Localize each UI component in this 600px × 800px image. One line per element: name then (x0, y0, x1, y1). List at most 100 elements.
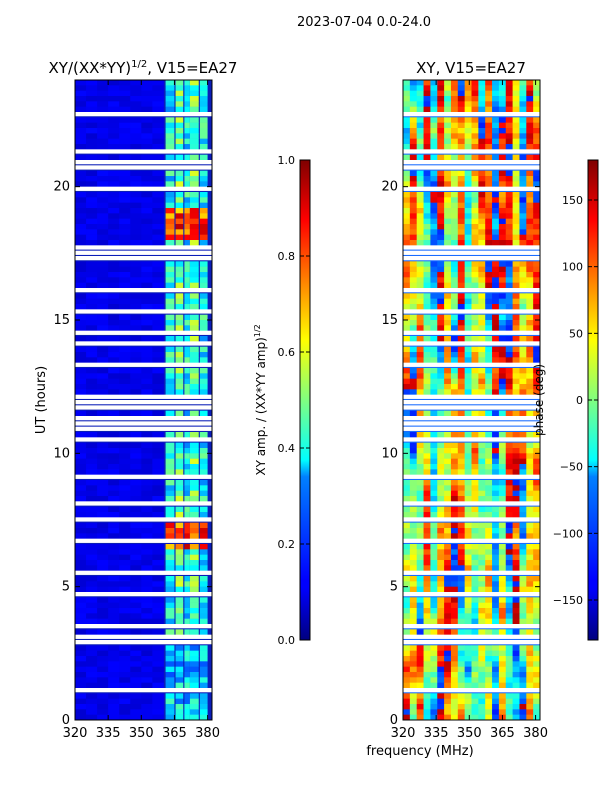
heat-cell (184, 554, 190, 561)
heat-cell (409, 90, 418, 97)
heat-cell (423, 133, 431, 139)
heat-cell (505, 138, 513, 145)
heat-cell (505, 581, 513, 587)
heat-cell (457, 613, 466, 619)
heat-cell (423, 181, 431, 187)
heat-cell (403, 597, 411, 603)
heat-cell (485, 496, 493, 502)
heat-cell (119, 122, 131, 129)
heat-cell (152, 618, 164, 625)
heat-cell (498, 128, 507, 134)
heat-cell (75, 714, 87, 720)
heat-cell (165, 266, 175, 273)
heat-cell (519, 666, 527, 673)
heat-cell (478, 144, 486, 150)
heat-cell (430, 549, 438, 555)
heat-cell (492, 176, 500, 182)
heat-cell (184, 389, 190, 395)
heat-cell (97, 293, 109, 299)
colorbar-tick-label: −150 (553, 594, 583, 607)
heat-cell (492, 682, 500, 689)
heat-cell (130, 240, 142, 246)
heat-cell (478, 549, 486, 555)
heat-cell (450, 682, 459, 689)
heat-cell (141, 682, 153, 689)
heat-cell (175, 144, 184, 150)
panel1-title: XY/(XX*YY)1/2, V15=EA27 (49, 59, 238, 77)
heat-cell (485, 378, 493, 385)
heat-cell (471, 469, 479, 475)
heat-cell (184, 512, 190, 518)
heat-cell (485, 133, 493, 139)
heat-cell (430, 117, 438, 123)
heat-cell (450, 192, 459, 198)
heat-cell (409, 410, 418, 417)
heat-cell (505, 533, 513, 539)
heat-cell (478, 533, 486, 539)
heat-cell (165, 176, 175, 182)
heat-cell (409, 128, 418, 134)
heat-cell (505, 629, 513, 635)
heat-cell (416, 576, 424, 582)
heat-cell (533, 117, 540, 123)
heat-cell (86, 138, 98, 145)
heat-cell (165, 432, 175, 438)
heat-cell (141, 378, 153, 385)
heat-cell (75, 224, 87, 230)
heat-cell (130, 266, 142, 273)
heat-cell (409, 213, 418, 219)
heat-cell (437, 240, 445, 246)
heat-cell (403, 666, 411, 673)
heat-cell (519, 373, 527, 379)
heat-cell (416, 304, 424, 310)
heat-cell (165, 458, 175, 465)
heat-cell (430, 224, 438, 230)
heat-cell (464, 154, 472, 161)
heat-cell (75, 485, 87, 491)
heat-cell (423, 197, 431, 203)
x-tick-label: 380 (523, 726, 548, 741)
heat-cell (108, 544, 120, 550)
heat-cell (464, 709, 472, 715)
heat-cell (165, 234, 175, 241)
heat-cell (450, 528, 459, 534)
heat-cell (199, 384, 208, 390)
heat-cell (437, 229, 445, 235)
heat-cell (119, 549, 131, 555)
heat-cell (471, 213, 479, 219)
heat-cell (471, 277, 479, 283)
heat-cell (199, 453, 208, 459)
heat-cell (430, 453, 438, 459)
heat-cell (478, 576, 486, 582)
heat-cell (86, 213, 98, 219)
heat-cell (519, 218, 527, 225)
heat-cell (423, 154, 431, 161)
heat-cell (533, 528, 540, 534)
heat-cell (423, 533, 431, 539)
heat-cell (423, 96, 431, 102)
heat-cell (485, 533, 493, 539)
heat-cell (519, 181, 527, 187)
heat-cell (189, 298, 199, 305)
heat-cell (189, 458, 199, 465)
heat-cell (485, 410, 493, 417)
heat-cell (97, 282, 109, 289)
heat-cell (75, 677, 87, 683)
heat-cell (485, 138, 493, 145)
heat-cell (199, 496, 208, 502)
heat-cell (450, 714, 459, 720)
heat-cell (130, 282, 142, 289)
heat-cell (416, 490, 424, 497)
heat-cell (505, 368, 513, 374)
heat-cell (471, 368, 479, 374)
heat-cell (478, 133, 486, 139)
heat-cell (184, 293, 190, 299)
heat-cell (471, 197, 479, 203)
panel1-title-main: XY/(XX*YY) (49, 59, 132, 77)
heat-cell (437, 197, 445, 203)
heat-cell (464, 96, 472, 102)
heat-cell (430, 181, 438, 187)
heat-cell (519, 202, 527, 209)
heat-cell (86, 202, 98, 209)
heat-cell (165, 490, 175, 497)
